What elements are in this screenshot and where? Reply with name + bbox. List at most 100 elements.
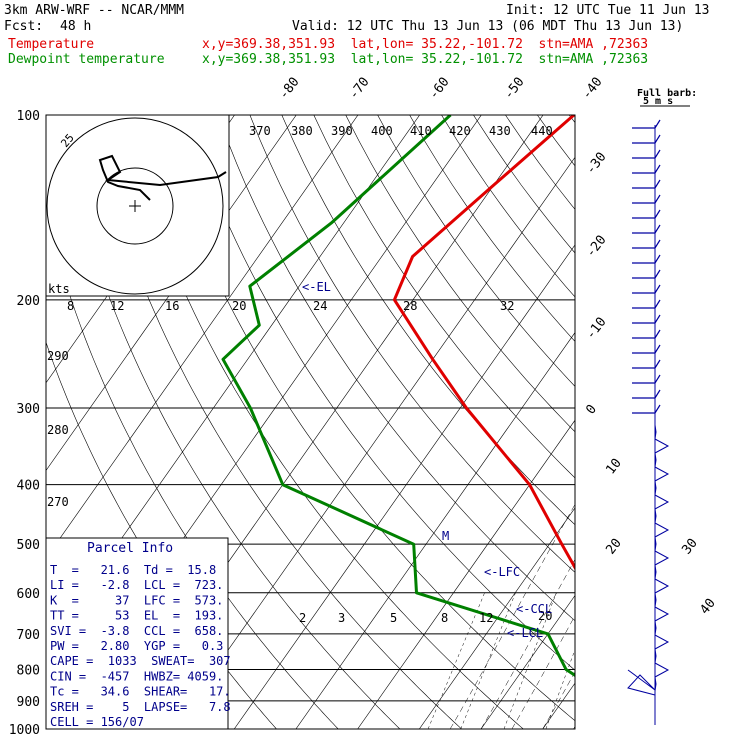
dry-adiabat-line [58,115,401,729]
mixing-ratio-line [460,592,516,729]
wind-barb [632,254,661,264]
pressure-tick-label: 600 [17,587,40,602]
dry-adiabat-line [697,115,740,729]
wind-barb [632,299,661,309]
dry-adiabat-line [249,115,575,573]
wind-barb [654,634,670,650]
model-title: 3km ARW-WRF -- NCAR/MMM [4,3,185,18]
wind-barb [632,164,661,174]
mixing-ratio-line [427,592,485,729]
pressure-tick-label: 100 [17,109,40,124]
isotherm-line [542,682,575,729]
wind-barb [632,179,661,189]
temperature-legend: Temperature [8,37,95,52]
wind-barb [654,564,657,580]
theta-label: 410 [410,124,432,138]
dewpoint-line [221,115,575,678]
isotherm-line [357,419,575,729]
wind-barb [632,194,661,204]
wind-barb [632,314,661,324]
hodograph-speed-label: 12 [110,299,124,313]
dry-adiabat-line [601,115,740,729]
dry-adiabat-line [537,115,575,167]
dry-adiabat-line [313,115,575,479]
hodograph-speed-label: 24 [313,299,327,313]
profile-curves [221,115,575,678]
isotherm-line [419,507,575,729]
moist-adiabat-line [511,615,575,729]
isotherm-label: -50 [501,75,527,103]
theta-label: 290 [47,349,69,363]
wind-barb [654,522,670,538]
theta-label: 380 [291,124,313,138]
wind-barb [654,424,657,440]
wind-barb [654,438,670,454]
theta-label: 400 [371,124,393,138]
barb-scale-value: 5 m s [643,96,673,107]
hodograph-speed-label: 28 [403,299,417,313]
mixing-ratio-line [503,592,557,729]
pressure-tick-label: 400 [17,479,40,494]
wind-barb [654,494,670,510]
theta-label: 280 [47,423,69,437]
wind-barb [654,452,657,468]
wind-barb [632,389,661,399]
parcel-info-row: T = 21.6 Td = 15.8 [50,563,216,577]
wind-barb [632,374,661,384]
wind-barb [654,606,670,622]
wind-barb [654,662,670,678]
mixing-ratio-label: 20 [538,609,552,623]
theta-label: 390 [331,124,353,138]
pressure-tick-label: 300 [17,402,40,417]
moist-adiabat-line [480,558,575,729]
hodograph-speed-label: 16 [165,299,179,313]
moist-adiabat-line [604,300,740,729]
pressure-tick-label: 700 [17,628,40,643]
el-marker: <-EL [302,280,331,294]
isotherm-label: 40 [697,596,718,618]
parcel-info-row: SVI = -3.8 CCL = 658. [50,624,223,638]
dry-adiabat-line [665,115,740,729]
mixing-ratio-label: 5 [390,611,397,625]
theta-label: 420 [449,124,471,138]
isotherm-label: -70 [346,75,372,103]
plot-frame [45,114,576,730]
wind-barb [632,404,661,414]
parcel-info-row: LI = -2.8 LCL = 723. [50,578,223,592]
isotherm-label: 0 [583,402,600,417]
theta-label: 440 [531,124,553,138]
parcel-info-row: CIN = -457 HWBZ= 4059. [50,669,223,683]
moist-adiabat-line [449,503,575,729]
wind-barb [632,344,661,354]
parcel-info-table: T = 21.6 Td = 15.8LI = -2.8 LCL = 723.K … [50,563,231,729]
theta-label: 370 [249,124,271,138]
dry-adiabat-line [633,115,740,729]
parcel-info-row: TT = 53 EL = 193. [50,609,223,623]
moist-adiabat-line [635,300,740,729]
lfc-marker: <-LFC [484,565,520,579]
isotherm-line [728,115,740,729]
dry-adiabat-line [217,115,575,622]
init-time: Init: 12 UTC Tue 11 Jun 13 [506,3,710,18]
wind-barb [632,224,661,234]
hodograph-units: kts [48,282,70,296]
lcl-marker: <-LCL [507,626,543,640]
temperature-line [392,115,575,571]
mixing-ratio-label: 12 [479,611,493,625]
wind-barb [654,676,657,692]
isotherm-line [172,156,575,729]
isotherm-label: -30 [583,150,609,178]
moist-adiabat-line [666,300,740,729]
parcel-info-title: Parcel Info [87,541,173,556]
pressure-tick-label: 800 [17,663,40,678]
moist-adiabat-line [697,300,740,729]
melting-marker: M [442,529,449,543]
parcel-info-row: SREH = 5 LAPSE= 7.8 [50,700,231,714]
moist-adiabat-line [542,671,575,729]
hodograph-speed-label: 8 [67,299,74,313]
isotherm-label: -40 [579,75,605,103]
isotherm-label: -10 [583,315,609,343]
mixing-ratio-line [545,648,575,729]
wind-barb [654,578,670,594]
